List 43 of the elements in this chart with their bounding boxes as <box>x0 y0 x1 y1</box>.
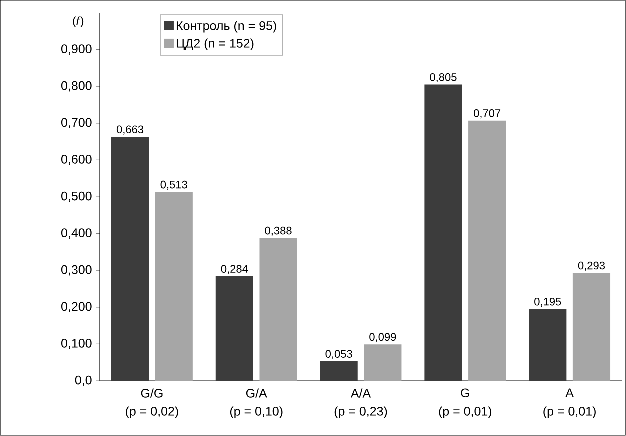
data-label: 0,805 <box>430 73 457 83</box>
legend-label: Контроль (n = 95) <box>176 21 276 33</box>
data-label: 0,663 <box>116 126 144 135</box>
data-label: 0,707 <box>474 110 501 119</box>
bar <box>364 344 402 381</box>
x-tick-label: G/A <box>246 388 268 398</box>
bar <box>155 192 193 381</box>
x-tick-label: G/G <box>141 388 163 398</box>
x-tick-label: G <box>461 388 470 398</box>
y-tick-label: 0,200 <box>62 302 92 313</box>
y-tick-label: 0,300 <box>62 265 92 276</box>
y-tick-label: 0,600 <box>62 155 92 166</box>
x-tick-label: A/A <box>350 388 372 398</box>
y-tick-label: 0,900 <box>62 44 92 55</box>
y-axis-title: (f) <box>73 16 84 28</box>
text: (p = 0,23) <box>334 406 388 418</box>
text: (p = 0,01) <box>544 406 596 418</box>
data-label: 0,513 <box>160 180 188 190</box>
text: (p = 0,02) <box>126 406 178 418</box>
bar <box>529 309 567 381</box>
bar <box>572 273 611 381</box>
bar <box>216 276 254 381</box>
text: (p = 0,01) <box>439 406 492 418</box>
y-tick-label: 0,500 <box>62 192 92 202</box>
bar <box>111 137 150 381</box>
text: (p = 0,10) <box>230 406 283 418</box>
data-label: 0,284 <box>221 265 248 274</box>
legend-label: ЦД2 (n = 152) <box>176 38 254 50</box>
y-tick-label: 0,100 <box>62 339 92 350</box>
y-tick-label: 0,700 <box>62 118 92 129</box>
data-label: 0,099 <box>370 333 396 342</box>
bar <box>468 120 506 381</box>
x-tick-label: A <box>566 388 574 398</box>
data-label: 0,195 <box>534 298 562 308</box>
data-label: 0,053 <box>326 350 352 360</box>
y-tick-label: 0,400 <box>62 228 92 239</box>
bar <box>424 84 462 381</box>
y-tick-label: 0,800 <box>62 81 92 92</box>
data-label: 0,293 <box>578 262 606 271</box>
bar <box>320 361 358 381</box>
data-label: 0,388 <box>265 226 292 236</box>
y-tick-label: 0,0 <box>75 376 92 386</box>
bar <box>260 238 298 381</box>
